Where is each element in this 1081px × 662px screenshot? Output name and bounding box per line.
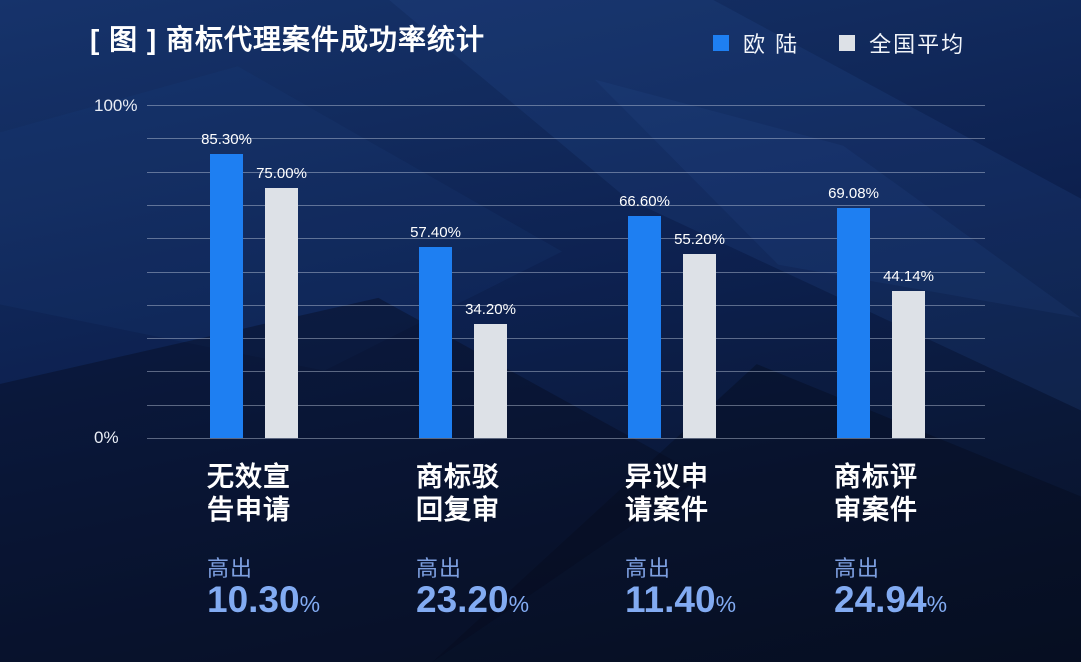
bar-value-label: 57.40% bbox=[410, 223, 461, 241]
y-axis-label-100: 100% bbox=[94, 96, 138, 115]
bar-value-label: 85.30% bbox=[201, 130, 252, 148]
legend-label-national-average: 全国平均 bbox=[869, 32, 966, 57]
category-label-line: 异议申 bbox=[625, 462, 709, 492]
category-label-line: 告申请 bbox=[207, 495, 291, 525]
legend-swatch-national-average-icon bbox=[839, 35, 856, 51]
legend-label-eulu: 欧 陆 bbox=[743, 32, 800, 57]
delta-unit: % bbox=[508, 591, 530, 617]
bar-eulu bbox=[628, 216, 661, 438]
category-label-line: 请案件 bbox=[625, 495, 709, 525]
gridline bbox=[147, 271, 985, 273]
delta-value: 23.20% bbox=[416, 579, 636, 621]
delta-value: 24.94% bbox=[834, 579, 1054, 621]
category-label: 异议申 请案件 bbox=[625, 461, 815, 527]
bar-value-label: 66.60% bbox=[619, 193, 670, 211]
y-axis-label-0: 0% bbox=[94, 428, 119, 447]
bar-value-label: 34.20% bbox=[465, 301, 516, 319]
gridline bbox=[147, 171, 985, 173]
legend-item-national-average: 全国平均 bbox=[839, 27, 965, 59]
bar-value-label: 55.20% bbox=[674, 231, 725, 249]
legend-swatch-eulu-icon bbox=[713, 35, 729, 51]
delta-number: 11.40 bbox=[625, 579, 716, 620]
gridline bbox=[147, 304, 985, 306]
gridline bbox=[147, 204, 985, 206]
delta-unit: % bbox=[926, 591, 948, 617]
bar-national-average bbox=[892, 291, 925, 438]
chart-title: [ 图 ] 商标代理案件成功率统计 bbox=[90, 24, 485, 55]
category-label: 商标评 审案件 bbox=[834, 461, 1024, 527]
category-label-line: 回复审 bbox=[416, 495, 500, 525]
gridline bbox=[147, 338, 985, 340]
delta-number: 10.30 bbox=[207, 579, 300, 620]
bar-value-label: 75.00% bbox=[256, 165, 307, 183]
gridline bbox=[147, 138, 985, 140]
category-label-line: 审案件 bbox=[834, 495, 918, 525]
delta-unit: % bbox=[299, 591, 321, 617]
gridline bbox=[147, 371, 985, 373]
legend-item-eulu: 欧 陆 bbox=[713, 27, 799, 59]
gridline bbox=[147, 404, 985, 406]
plot-area bbox=[147, 105, 985, 439]
delta-number: 24.94 bbox=[834, 579, 927, 620]
bar-national-average bbox=[474, 324, 507, 438]
bar-value-label: 44.14% bbox=[883, 268, 934, 285]
delta-prefix-label: 高出 bbox=[207, 556, 254, 581]
bar-eulu bbox=[419, 246, 452, 438]
gridline bbox=[147, 105, 985, 106]
bar-national-average bbox=[683, 254, 716, 438]
gridline bbox=[147, 438, 985, 439]
delta-prefix-label: 高出 bbox=[834, 556, 881, 581]
delta-number: 23.20 bbox=[416, 579, 509, 620]
bar-eulu bbox=[837, 207, 870, 438]
category-label-line: 商标评 bbox=[834, 462, 918, 492]
delta-unit: % bbox=[715, 591, 737, 617]
delta-value: 11.40% bbox=[625, 579, 845, 621]
category-label-line: 商标驳 bbox=[416, 462, 500, 492]
bar-value-label: 69.08% bbox=[828, 184, 879, 202]
category-label: 商标驳 回复审 bbox=[416, 461, 606, 527]
delta-value: 10.30% bbox=[207, 579, 427, 621]
category-label: 无效宣 告申请 bbox=[207, 461, 397, 527]
gridline bbox=[147, 238, 985, 240]
bar-national-average bbox=[265, 188, 298, 438]
bar-eulu bbox=[210, 153, 243, 438]
delta-prefix-label: 高出 bbox=[416, 556, 463, 581]
category-label-line: 无效宣 bbox=[207, 462, 291, 492]
legend: 欧 陆 全国平均 bbox=[713, 27, 965, 59]
delta-prefix-label: 高出 bbox=[625, 556, 672, 581]
